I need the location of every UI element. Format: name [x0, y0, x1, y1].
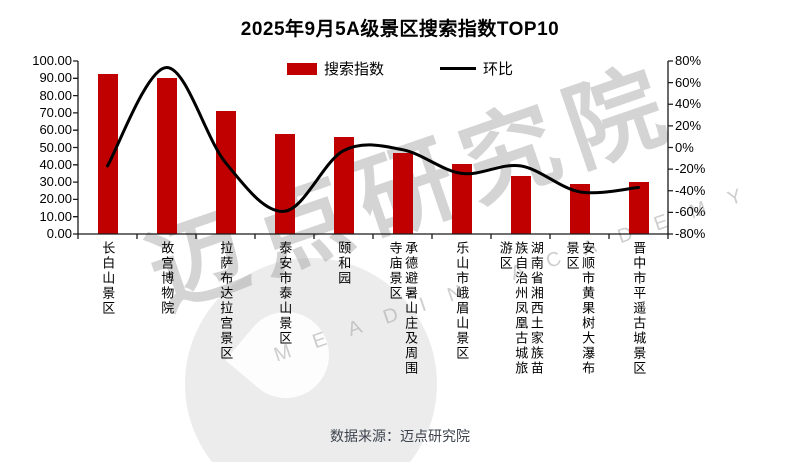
plot-area — [78, 61, 668, 234]
right-axis-tick-label: 20% — [675, 117, 702, 133]
x-axis-label: 承德避暑山庄及周围寺庙景区 — [387, 241, 419, 376]
left-axis-tick-label: 30.00 — [39, 174, 72, 190]
right-axis-tick-label: -40% — [675, 182, 706, 198]
bar-拉萨布达拉宫景区 — [215, 110, 236, 234]
x-axis-label-cell: 拉萨布达拉宫景区 — [196, 241, 255, 401]
right-axis-tick-label: 40% — [675, 96, 702, 112]
x-axis-label-cell: 承德避暑山庄及周围寺庙景区 — [373, 241, 432, 401]
bar-颐和园 — [333, 137, 354, 234]
bar-泰安市泰山景区 — [274, 134, 295, 234]
left-axis-tick-label: 100.00 — [32, 53, 72, 68]
x-axis-label-cell: 安顺市黄果树大瀑布景区 — [550, 241, 609, 401]
x-axis-label: 乐山市峨眉山景区 — [454, 241, 470, 361]
bar-承德避暑山庄及周围寺庙景区 — [392, 153, 413, 234]
x-axis-label-cell: 泰安市泰山景区 — [255, 241, 314, 401]
left-axis-tick-label: 10.00 — [39, 208, 72, 224]
bar-series-swatch — [286, 62, 317, 75]
bar-乐山市峨眉山景区 — [451, 163, 472, 234]
right-axis-tick-label: 60% — [675, 74, 702, 90]
data-source-note: 数据来源：迈点研究院 — [330, 428, 470, 444]
left-axis-tick-label: 70.00 — [39, 104, 72, 120]
right-axis-tick-label: -20% — [675, 161, 706, 177]
x-axis-label: 晋中市平遥古城景区 — [631, 241, 647, 376]
x-axis-label-cell: 乐山市峨眉山景区 — [432, 241, 491, 401]
bar-晋中市平遥古城景区 — [628, 182, 649, 234]
legend: 搜索指数 环比 — [0, 58, 800, 79]
bar-湖南省湘西土家族苗族自治州凤凰古城旅游区 — [510, 175, 531, 234]
x-axis-labels: 长白山景区 故宫博物院 拉萨布达拉宫景区 泰安市泰山景区 颐和园 承德避暑山庄及周围寺庙景… — [78, 241, 668, 401]
x-axis-label: 颐和园 — [336, 241, 352, 286]
right-axis-tick-label: 0% — [675, 139, 694, 155]
left-axis-tick-label: 60.00 — [39, 122, 72, 138]
x-axis-label-cell: 长白山景区 — [78, 241, 137, 401]
x-axis-label: 泰安市泰山景区 — [277, 241, 293, 346]
x-axis-label: 长白山景区 — [100, 241, 116, 316]
left-axis-tick-label: 0.00 — [46, 226, 72, 241]
line-series-swatch — [440, 67, 476, 70]
right-axis-tick-label: -80% — [675, 226, 706, 241]
left-axis-tick-label: 80.00 — [39, 87, 72, 103]
chart-title: 2025年9月5A级景区搜索指数TOP10 — [240, 19, 560, 40]
left-axis-tick-label: 90.00 — [39, 70, 72, 86]
legend-line-label: 环比 — [483, 61, 514, 78]
right-axis-tick-label: -60% — [675, 204, 706, 220]
x-axis-label-cell: 颐和园 — [314, 241, 373, 401]
x-axis-label: 安顺市黄果树大瀑布景区 — [564, 241, 596, 376]
left-axis-tick-label: 40.00 — [39, 156, 72, 172]
x-axis-label: 故宫博物院 — [159, 241, 175, 316]
bar-长白山景区 — [97, 73, 118, 234]
x-axis-label-cell: 晋中市平遥古城景区 — [609, 241, 668, 401]
legend-item-bar: 搜索指数 — [286, 58, 384, 79]
x-axis-label: 湖南省湘西土家族苗族自治州凤凰古城旅游区 — [497, 241, 544, 376]
bar-故宫博物院 — [156, 78, 177, 234]
x-axis-label: 拉萨布达拉宫景区 — [218, 241, 234, 361]
left-axis-tick-label: 50.00 — [39, 139, 72, 155]
left-axis-tick-label: 20.00 — [39, 191, 72, 207]
legend-item-line: 环比 — [440, 58, 513, 79]
x-axis-label-cell: 故宫博物院 — [137, 241, 196, 401]
legend-bar-label: 搜索指数 — [323, 61, 384, 78]
bar-安顺市黄果树大瀑布景区 — [569, 183, 590, 234]
right-axis-tick-label: 80% — [675, 53, 702, 68]
x-axis-label-cell: 湖南省湘西土家族苗族自治州凤凰古城旅游区 — [491, 241, 550, 401]
